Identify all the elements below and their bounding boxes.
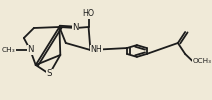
Text: S: S xyxy=(47,70,52,78)
Text: CH₃: CH₃ xyxy=(2,47,16,53)
Text: NH: NH xyxy=(90,46,102,54)
Text: HO: HO xyxy=(82,10,95,18)
Text: N: N xyxy=(73,24,79,32)
Text: OCH₃: OCH₃ xyxy=(192,58,211,64)
Text: N: N xyxy=(27,46,33,54)
